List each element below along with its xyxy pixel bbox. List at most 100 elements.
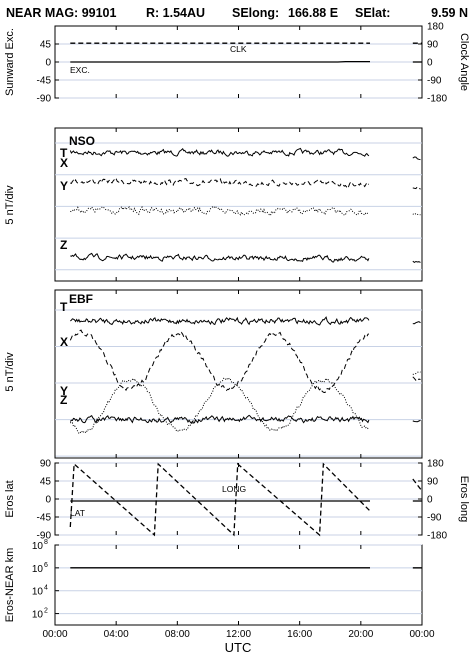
- ebf-label-x: X: [60, 335, 68, 349]
- ebf-z-series-line: [69, 414, 370, 424]
- panel-nso-traces: [69, 147, 421, 264]
- y-tick-exponent: 2: [44, 608, 48, 615]
- x-tick-label: 00:00: [409, 629, 434, 640]
- nso-label-z: Z: [60, 238, 67, 252]
- clock-angle-ylabel: Clock Angle: [458, 33, 470, 91]
- panel-ebf-frame: [54, 289, 423, 459]
- panel-nso: NSO T X Y Z 5 nT/div: [4, 127, 423, 282]
- y-tick-label-left: 90: [40, 459, 52, 470]
- ebf-label-t: T: [60, 300, 68, 314]
- nso-label-t: T: [60, 146, 68, 160]
- lat-annotation: LAT: [70, 508, 85, 518]
- y-tick-label-left: -45: [37, 76, 52, 87]
- panel-nso-grid: [55, 142, 422, 271]
- ebf-label-z: Z: [60, 393, 67, 407]
- panel-eros-left-ticks: 90 45 0 -45 -90: [37, 459, 59, 542]
- ebf-x-series-line: [412, 376, 421, 382]
- y-tick-label-right: -180: [427, 531, 447, 542]
- clk-annotation: CLK: [230, 44, 247, 54]
- header-selong-label: SElong:: [232, 6, 279, 20]
- panel-sunward: 45 0 -45 -90 180 90 0 -90 -180 Sunward Exc. Clo…: [4, 22, 470, 105]
- y-tick-label-left: -90: [37, 531, 52, 542]
- y-tick-label-left: -90: [37, 94, 52, 105]
- ebf-z-series-line: [412, 419, 421, 423]
- y-tick-label-right: 0: [427, 495, 433, 506]
- ebf-y-series-line: [412, 371, 421, 375]
- panel-eros-traces: [69, 462, 423, 537]
- panel-ebf-grid: [55, 309, 422, 457]
- ebf-panel-label: EBF: [69, 292, 93, 306]
- header-selat-label: SElat:: [355, 6, 390, 20]
- y-tick-label-right: -90: [427, 76, 442, 87]
- header-r-label: R: 1.54AU: [146, 6, 205, 20]
- nso-y-series-line: [70, 205, 369, 217]
- x-tick-label: 20:00: [348, 629, 373, 640]
- ebf-y-series-line: [69, 377, 370, 435]
- y-tick-label-left: 0: [45, 495, 51, 506]
- sunward-ylabel: Sunward Exc.: [4, 28, 16, 96]
- y-tick-label-right: 180: [427, 22, 444, 33]
- y-tick-label-left: 10: [32, 541, 44, 552]
- panel-distance-frame: [54, 544, 423, 626]
- eros-lat-ylabel: Eros lat: [4, 480, 16, 517]
- header-title: NEAR MAG: 99101: [6, 6, 116, 20]
- panel-distance-grid: [55, 544, 422, 615]
- y-tick-label-left: -45: [37, 513, 52, 524]
- y-tick-label-right: 0: [427, 58, 433, 69]
- y-tick-label-left: 10: [32, 564, 44, 575]
- nso-x-series-line: [412, 186, 421, 190]
- x-tick-label: 04:00: [104, 629, 129, 640]
- panel-sunward-left-ticks: 45 0 -45 -90: [37, 40, 59, 105]
- long-series-line: [412, 478, 423, 492]
- y-tick-label-right: 180: [427, 459, 444, 470]
- x-axis-ticks: 00:00 04:00 08:00 12:00 16:00 20:00 00:00: [42, 26, 435, 640]
- panel-ebf: EBF T X Y Z 5 nT/div: [4, 289, 423, 459]
- y-tick-label-left: 45: [40, 477, 52, 488]
- nso-t-series-line: [412, 156, 421, 161]
- y-tick-label-right: 90: [427, 477, 439, 488]
- exc-annotation: EXC.: [70, 65, 90, 75]
- panel-eros: 90 45 0 -45 -90 180 90 0 -90 -180 Eros lat Eros …: [4, 459, 470, 542]
- y-tick-exponent: 8: [44, 539, 48, 546]
- y-tick-label-right: 90: [427, 40, 439, 51]
- x-tick-label: 00:00: [42, 629, 67, 640]
- y-tick-label-right: -180: [427, 94, 447, 105]
- panel-eros-grid: [55, 462, 422, 536]
- nso-z-series-line: [70, 252, 370, 263]
- ebf-t-series-line: [70, 316, 370, 326]
- nso-t-series-line: [69, 147, 370, 157]
- ebf-label-y: Y: [60, 384, 68, 398]
- y-tick-label-right: -90: [427, 513, 442, 524]
- y-tick-label-left: 45: [40, 40, 52, 51]
- ebf-ylabel: 5 nT/div: [4, 352, 16, 392]
- y-tick-label-left: 10: [32, 587, 44, 598]
- long-series-line: [69, 462, 371, 537]
- x-tick-label: 12:00: [226, 629, 251, 640]
- panel-eros-right-ticks: 180 90 0 -90 -180: [418, 459, 447, 542]
- nso-label-x: X: [60, 156, 68, 170]
- nso-x-series-line: [70, 177, 369, 188]
- panel-ebf-traces: [69, 316, 421, 435]
- y-tick-exponent: 6: [44, 562, 48, 569]
- nso-y-series-line: [412, 212, 421, 216]
- y-tick-label-left: 0: [45, 58, 51, 69]
- long-annotation: LONG: [222, 484, 246, 494]
- x-axis-label: UTC: [225, 640, 252, 655]
- panel-sunward-traces: [70, 42, 422, 63]
- x-tick-label: 16:00: [287, 629, 312, 640]
- nso-label-y: Y: [60, 179, 68, 193]
- header-selat-value: 9.59 N: [431, 6, 468, 20]
- y-tick-exponent: 4: [44, 585, 48, 592]
- ebf-t-series-line: [412, 321, 421, 325]
- nso-ylabel: 5 nT/div: [4, 185, 16, 225]
- x-tick-label: 08:00: [165, 629, 190, 640]
- y-tick-label-left: 10: [32, 610, 44, 621]
- nso-z-series-line: [412, 260, 421, 264]
- eros-long-ylabel: Eros long: [458, 476, 470, 522]
- distance-ylabel: Eros-NEAR km: [4, 548, 16, 623]
- nso-panel-label: NSO: [69, 134, 95, 148]
- header-selong-value: 166.88 E: [288, 6, 338, 20]
